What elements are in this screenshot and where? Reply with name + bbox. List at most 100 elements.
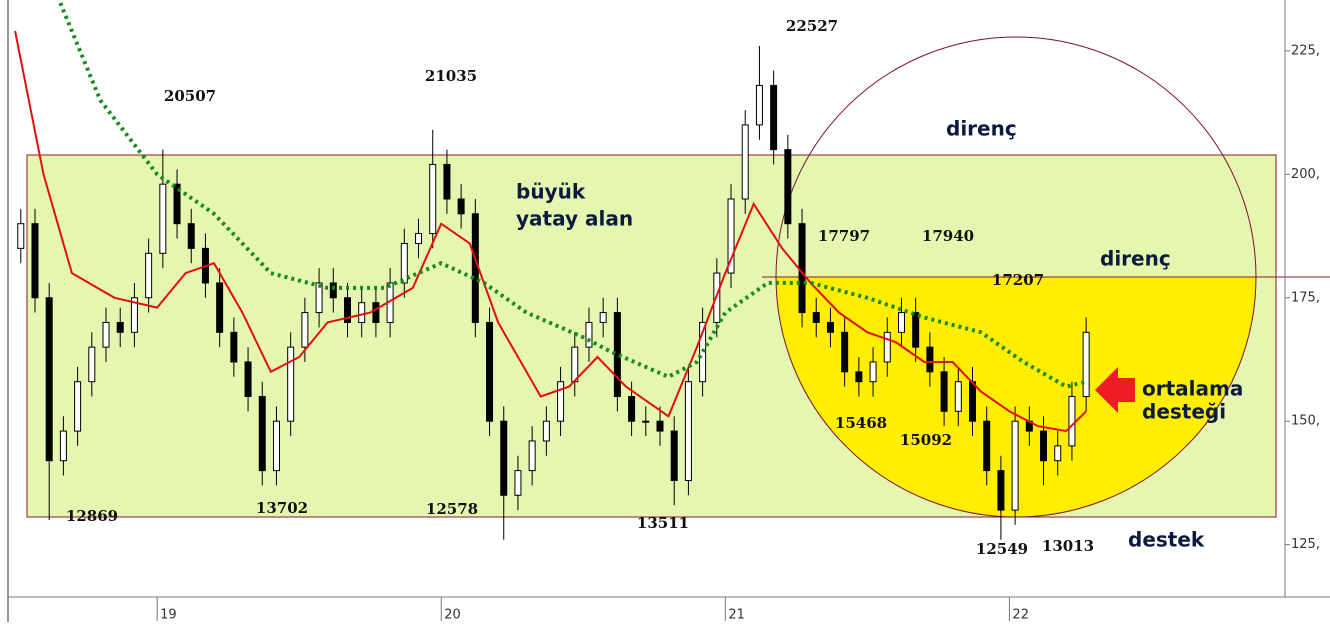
candle-body — [244, 361, 252, 398]
annotation: büyük — [516, 180, 586, 204]
candle-body — [514, 470, 522, 496]
y-tick-label: 150, — [1291, 414, 1320, 429]
annotation: yatay alan — [516, 207, 633, 231]
candle-body — [230, 331, 238, 363]
candle-body — [628, 396, 636, 422]
candle-body — [1054, 445, 1062, 462]
price-label: 17940 — [922, 227, 974, 245]
moving-average — [14, 30, 1087, 433]
arrow — [1095, 367, 1135, 413]
candle-body — [159, 183, 167, 254]
candle-body — [486, 321, 494, 422]
candle-body — [329, 282, 337, 299]
price-label: 20507 — [164, 87, 216, 105]
candle-body — [755, 84, 763, 126]
candle-body — [130, 297, 138, 333]
price-label: 22527 — [786, 17, 838, 35]
candle-body — [1040, 430, 1048, 462]
candle-body — [400, 242, 408, 284]
candle-body — [727, 198, 735, 274]
candle-body — [940, 371, 948, 412]
candle-body — [684, 381, 692, 481]
candle-body — [670, 430, 678, 481]
candle-body — [954, 381, 962, 412]
price-label: 12869 — [66, 507, 118, 525]
price-label: 17797 — [818, 227, 870, 245]
candle-body — [17, 223, 25, 249]
price-label: 15092 — [900, 431, 952, 449]
candle-body — [358, 302, 366, 323]
y-tick-label: 125, — [1291, 537, 1320, 552]
candle-body — [897, 312, 905, 333]
candle-body — [287, 346, 295, 422]
price-label: 17207 — [992, 271, 1044, 289]
candle-body — [116, 321, 124, 333]
x-tick-label: 22 — [1012, 608, 1029, 623]
candle-body — [102, 321, 110, 348]
price-label: 12549 — [976, 540, 1028, 558]
price-label: 15468 — [835, 414, 887, 432]
candle-body — [599, 312, 607, 323]
candle-body — [415, 233, 423, 244]
y-tick-label: 175, — [1291, 290, 1320, 305]
x-tick-label: 20 — [444, 608, 461, 623]
candle-body — [272, 420, 280, 472]
candle-body — [741, 124, 749, 200]
candle-body — [343, 297, 351, 323]
candle-body — [88, 346, 96, 383]
y-tick-label: 200, — [1291, 167, 1320, 182]
candle-body — [983, 420, 991, 472]
candle-body — [315, 282, 323, 314]
candle-body — [826, 321, 834, 333]
candle-body — [784, 149, 792, 225]
annotation: direnç — [946, 117, 1017, 141]
candle-body — [798, 223, 806, 314]
candle-body — [699, 321, 707, 383]
candle-body — [557, 381, 565, 422]
candle-body — [372, 302, 380, 323]
candle-body — [45, 297, 53, 462]
candle-body — [429, 163, 437, 235]
annotation: desteği — [1142, 400, 1226, 424]
candle-body — [585, 321, 593, 348]
candle-body — [1068, 396, 1076, 447]
candle-body — [997, 470, 1005, 511]
range-border — [26, 154, 1277, 518]
candle-body — [528, 440, 536, 472]
moving-average — [56, 0, 1087, 389]
y-tick-label: 225, — [1291, 43, 1320, 58]
x-tick-label: 19 — [160, 608, 177, 623]
candle-body — [855, 371, 863, 383]
candle-body — [812, 312, 820, 323]
price-label: 12578 — [426, 500, 478, 518]
candle-body — [841, 331, 849, 373]
annotation: ortalama — [1142, 377, 1243, 401]
candle-body — [770, 84, 778, 151]
candle-body — [656, 420, 664, 432]
candle-body — [500, 420, 508, 496]
candle-body — [216, 282, 224, 333]
candle-body — [869, 361, 877, 383]
candle-body — [443, 163, 451, 200]
candle-body — [471, 213, 479, 323]
x-tick-label: 21 — [728, 608, 745, 623]
annotation: direnç — [1100, 247, 1171, 271]
chart: 125, 150, 175, 200, 225, 19 20 21 22 20507 21035 22… — [7, 0, 1330, 623]
plot — [14, 0, 1090, 540]
candle-body — [173, 183, 181, 225]
candle-body — [301, 312, 309, 348]
candle-body — [912, 312, 920, 348]
candle-body — [145, 252, 153, 299]
candle-body — [258, 396, 266, 472]
candle-body — [74, 381, 82, 432]
price-label: 13702 — [256, 499, 308, 517]
candle-body — [59, 430, 67, 462]
candle-body — [542, 420, 550, 442]
price-label: 13511 — [637, 514, 689, 532]
candle-body — [883, 331, 891, 363]
candle-body — [1011, 420, 1019, 511]
price-label: 13013 — [1042, 537, 1094, 555]
candle-body — [31, 223, 39, 299]
candle-body — [457, 198, 465, 215]
candle-body — [926, 346, 934, 373]
